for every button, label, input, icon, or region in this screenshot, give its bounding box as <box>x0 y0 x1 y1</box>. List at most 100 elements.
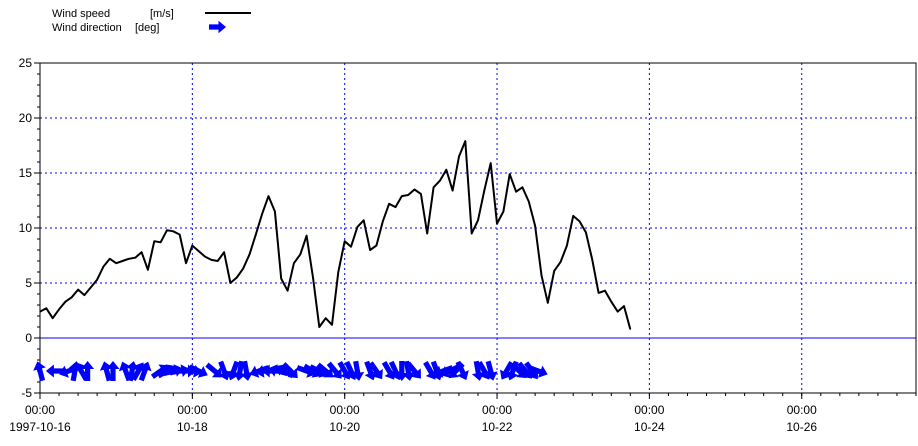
arrow-shape <box>205 362 223 378</box>
x-tick-date: 10-18 <box>177 420 208 434</box>
legend-label-wind-speed: Wind speed <box>52 8 110 20</box>
y-tick-label: 5 <box>25 276 32 290</box>
wind-speed-point <box>337 271 339 273</box>
wind-speed-point <box>572 215 574 217</box>
wind-speed-point <box>439 180 441 182</box>
wind-speed-point <box>559 261 562 263</box>
x-tick-date: 10-24 <box>634 420 665 434</box>
wind-direction-arrow-icon <box>81 361 95 381</box>
wind-speed-point <box>229 282 232 284</box>
wind-speed-point <box>407 194 409 196</box>
wind-speed-point <box>217 260 219 262</box>
wind-speed-point <box>286 290 289 292</box>
wind-direction-arrow-icon <box>326 361 342 379</box>
wind-direction-arrow-icon <box>218 360 231 381</box>
arrow-shape <box>484 360 498 381</box>
wind-speed-point <box>52 317 54 319</box>
wind-speed-point <box>210 259 212 261</box>
wind-speed-point <box>312 276 314 279</box>
arrow-shape <box>402 360 415 381</box>
wind-speed-point <box>134 257 136 259</box>
arrow-shape <box>499 361 514 380</box>
wind-speed-point <box>299 253 301 255</box>
wind-speed-point <box>280 278 282 280</box>
wind-speed-point <box>140 251 143 253</box>
arrow-shape <box>281 362 298 379</box>
wind-speed-point <box>452 190 454 192</box>
arrow-shape <box>218 360 231 381</box>
arrow-shape <box>303 363 322 378</box>
wind-speed-point <box>172 230 174 232</box>
wind-speed-point <box>509 173 511 175</box>
wind-direction-arrow-icon <box>499 361 514 380</box>
wind-speed-point <box>432 186 435 188</box>
wind-speed-point <box>598 292 600 294</box>
wind-speed-point <box>585 231 587 233</box>
wind-speed-point <box>39 311 41 313</box>
wind-direction-arrow-icon <box>205 362 223 378</box>
wind-speed-point <box>204 256 206 258</box>
wind-speed-point <box>496 223 498 225</box>
arrow-shape <box>406 361 421 379</box>
arrow-shape <box>150 364 169 379</box>
wind-speed-point <box>363 219 365 221</box>
wind-direction-arrow-icon <box>368 361 383 380</box>
arrow-shape <box>316 362 334 378</box>
y-tick-label: 0 <box>25 331 32 345</box>
wind-speed-point <box>261 213 263 215</box>
wind-speed-point <box>413 188 416 191</box>
wind-speed-point <box>356 226 358 228</box>
wind-speed-point <box>369 249 371 251</box>
wind-speed-point <box>604 290 606 292</box>
x-tick-date: 10-20 <box>329 420 360 434</box>
grid <box>40 63 916 393</box>
x-tick-time: 00:00 <box>330 403 360 417</box>
wind-speed-line <box>39 140 632 330</box>
wind-speed-point <box>77 289 79 291</box>
wind-speed-point <box>401 195 403 197</box>
wind-speed-point <box>610 301 612 303</box>
arrow-shape <box>528 365 548 378</box>
wind-direction-arrow-icon <box>45 364 66 378</box>
wind-speed-point <box>121 260 124 262</box>
wind-speed-point <box>629 328 631 330</box>
wind-speed-point <box>502 210 504 213</box>
wind-speed-point <box>540 274 543 276</box>
wind-speed-point <box>388 203 390 205</box>
arrow-shape <box>326 361 342 379</box>
wind-direction-arrow-icon <box>351 360 365 381</box>
wind-speed-point <box>458 155 460 158</box>
x-tick-time: 00:00 <box>25 403 55 417</box>
wind-speed-point <box>109 258 111 260</box>
arrow-shape <box>368 361 383 380</box>
wind-speed-point <box>375 245 378 247</box>
wind-speed-point <box>198 250 200 252</box>
wind-direction-arrow-icon <box>281 362 298 379</box>
wind-speed-point <box>255 234 257 236</box>
wind-speed-point <box>420 193 422 195</box>
wind-speed-point <box>344 240 346 242</box>
arrow-shape <box>275 364 295 379</box>
wind-speed-point <box>45 307 47 309</box>
legend-arrow-icon <box>209 20 226 34</box>
wind-direction-arrow-icon <box>33 361 46 382</box>
wind-direction-arrow-icon <box>188 364 208 378</box>
arrow-shape <box>45 364 66 378</box>
wind-speed-point <box>71 296 73 298</box>
wind-speed-point <box>566 245 568 247</box>
wind-speed-point <box>274 210 276 213</box>
wind-direction-arrow-icon <box>138 361 152 382</box>
x-tick-time: 00:00 <box>177 403 207 417</box>
y-tick-label: 10 <box>19 221 33 235</box>
wind-direction-arrow-icon <box>316 362 334 378</box>
wind-speed-point <box>464 140 466 142</box>
legend-unit-wind-direction: [deg] <box>135 22 159 34</box>
wind-speed-point <box>96 279 98 281</box>
wind-speed-point <box>64 301 66 303</box>
wind-speed-point <box>90 286 92 288</box>
wind-direction-arrow-icon <box>106 361 120 381</box>
wind-speed-point <box>147 269 149 271</box>
wind-speed-series <box>39 140 632 330</box>
wind-speed-point <box>553 270 555 272</box>
